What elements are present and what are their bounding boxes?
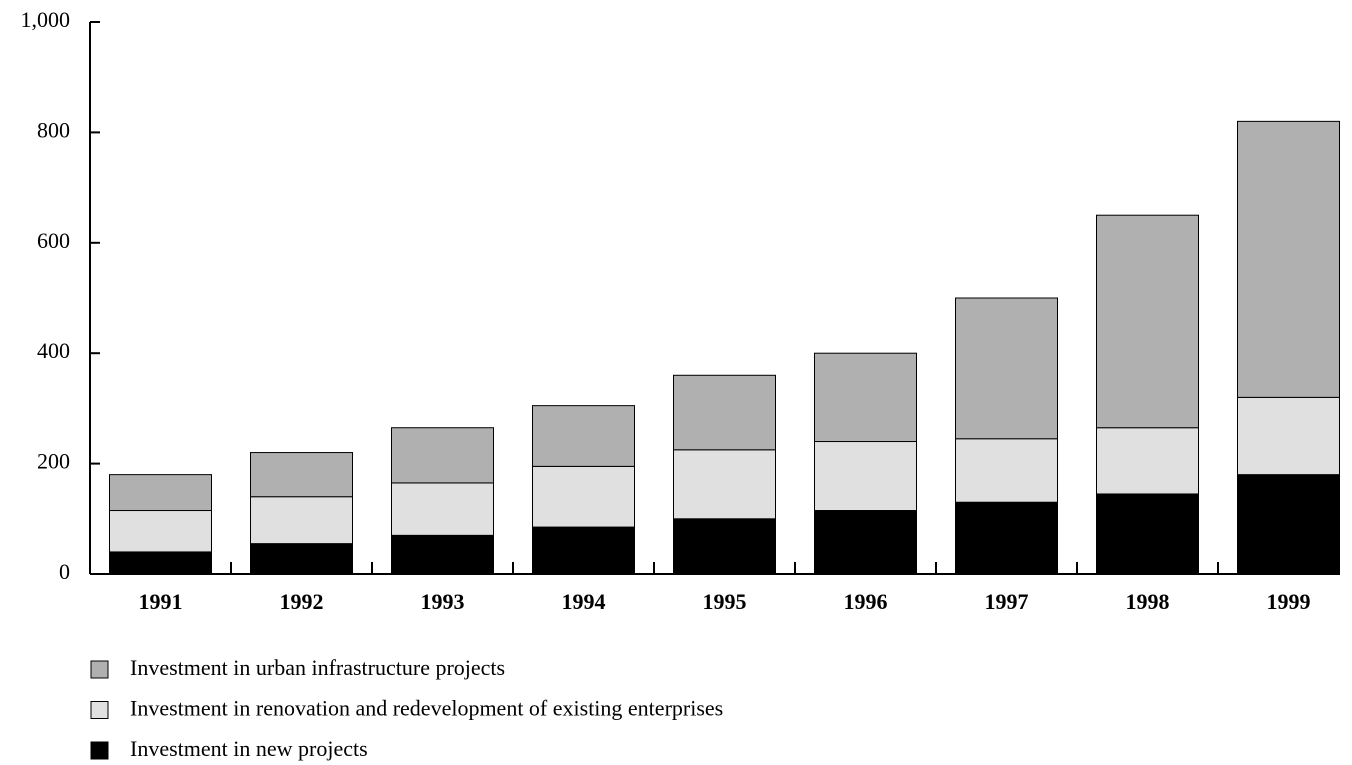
legend-swatch [90,741,109,760]
bar-segment [1096,493,1199,575]
bar-segment [814,510,917,575]
bar-segment [1237,474,1340,575]
legend-swatch [90,660,109,679]
x-tick-label: 1998 [1126,589,1170,614]
bar-segment [250,496,353,545]
y-tick-label: 400 [37,338,70,363]
legend-swatch [90,701,109,719]
bar-segment [814,441,917,512]
bar-segment [955,297,1058,440]
y-tick-label: 0 [59,559,70,584]
bar-segment [1096,427,1199,495]
y-tick-label: 800 [37,117,70,142]
y-tick-label: 600 [37,228,70,253]
x-tick-label: 1993 [421,589,465,614]
bar-segment [1237,120,1340,398]
bar-segment [955,438,1058,503]
bar-segment [109,510,212,553]
x-tick-label: 1997 [985,589,1029,614]
x-tick-label: 1995 [703,589,747,614]
x-tick-label: 1999 [1267,589,1311,614]
bar-segment [673,374,776,451]
bar-segment [1237,396,1340,476]
bar-segment [814,352,917,443]
x-tick-label: 1994 [562,589,606,614]
bar-segment [1096,214,1199,429]
x-tick-label: 1992 [280,589,324,614]
y-tick-label: 200 [37,449,70,474]
bar-segment [532,405,635,467]
bar-segment [532,526,635,575]
bar-segment [673,449,776,520]
legend-label: Investment in new projects [130,736,368,761]
x-tick-label: 1991 [139,589,183,614]
x-tick-label: 1996 [844,589,888,614]
legend-label: Investment in urban infrastructure proje… [130,655,505,680]
bar-segment [391,482,494,536]
bar-segment [391,534,494,575]
legend-label: Investment in renovation and redevelopme… [130,696,723,721]
y-tick-label: 1,000 [21,7,71,32]
bar-segment [673,518,776,575]
bar-segment [250,452,353,498]
bar-segment [250,543,353,575]
bar-segment [109,474,212,512]
bar-segment [532,465,635,528]
bar-segment [391,427,494,484]
bar-segment [109,551,212,575]
bar-segment [955,501,1058,575]
